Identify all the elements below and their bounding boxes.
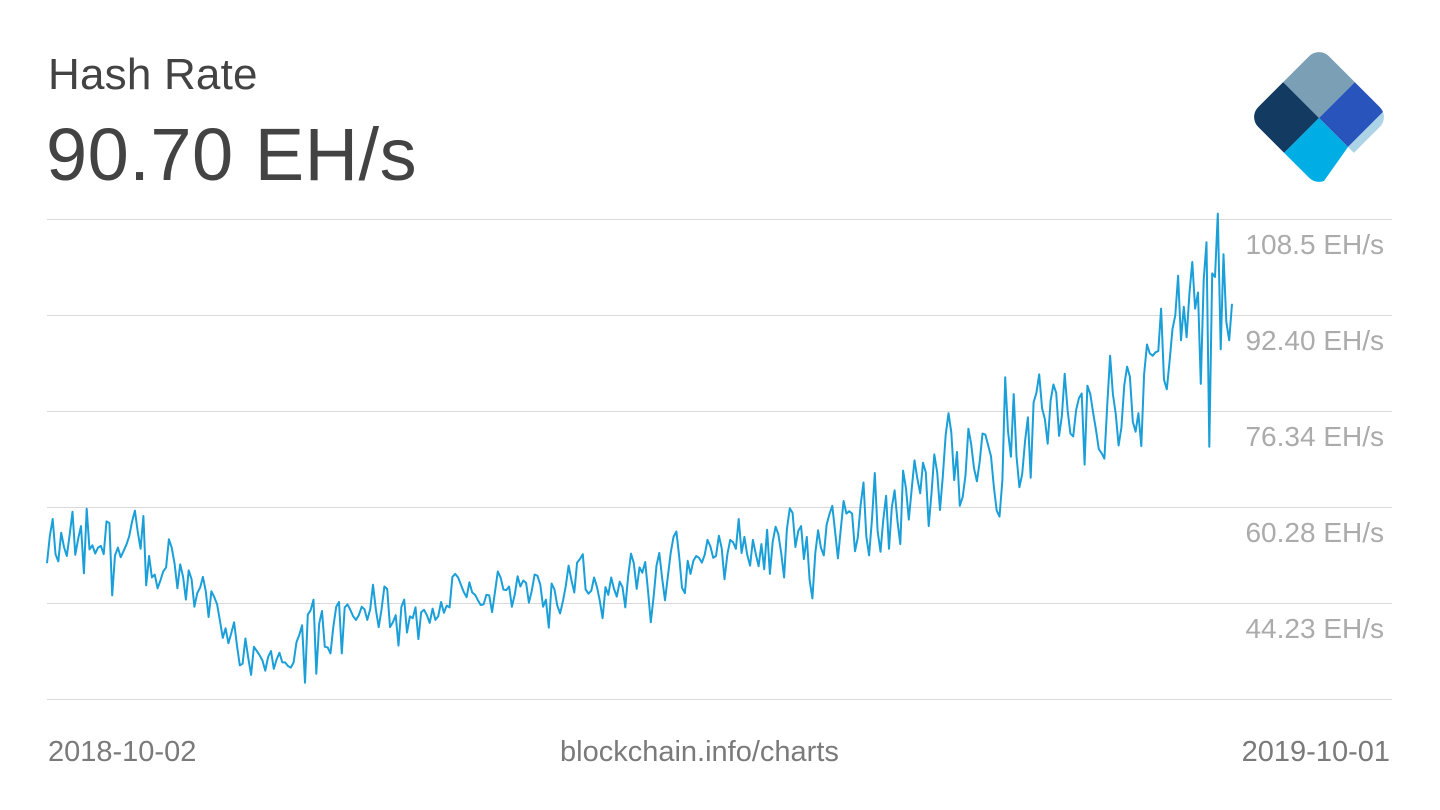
current-value: 90.70 EH/s — [46, 113, 418, 196]
y-axis-labels: 108.5 EH/s 92.40 EH/s 76.34 EH/s 60.28 EH/s… — [1245, 229, 1384, 644]
gridlines — [47, 219, 1392, 700]
y-axis-tick-label: 108.5 EH/s — [1245, 229, 1384, 260]
hash-rate-line — [46, 212, 1233, 684]
chart-title: Hash Rate — [48, 50, 258, 99]
y-axis-tick-label: 60.28 EH/s — [1245, 517, 1384, 548]
x-axis-start-date: 2018-10-02 — [48, 736, 197, 768]
y-axis-tick-label: 44.23 EH/s — [1245, 613, 1384, 644]
x-axis-end-date: 2019-10-01 — [1241, 736, 1390, 768]
y-axis-tick-label: 76.34 EH/s — [1245, 421, 1384, 452]
source-link[interactable]: blockchain.info/charts — [560, 736, 839, 768]
y-axis-tick-label: 92.40 EH/s — [1245, 325, 1384, 356]
blockchain-logo-icon — [1248, 46, 1390, 188]
